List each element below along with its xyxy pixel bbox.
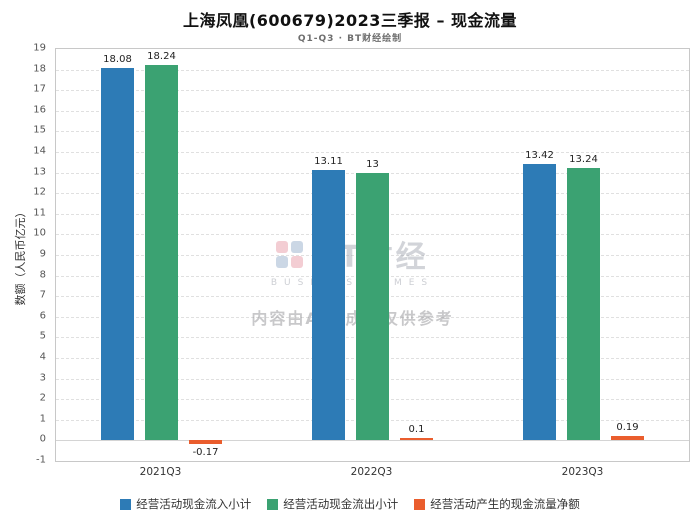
bt-logo-icon (276, 240, 304, 268)
x-tick-label: 2023Q3 (561, 466, 604, 478)
bar-2023Q3-经营活动现金流出小计 (567, 167, 600, 441)
chart-subtitle: Q1-Q3 · BT财经绘制 (297, 34, 403, 44)
chart-title: 上海凤凰(600679)2023三季报 – 现金流量 (182, 11, 518, 30)
bar-2021Q3-经营活动产生的现金流量净额 (189, 440, 222, 444)
y-tick-label: 8 (39, 269, 46, 281)
y-tick-label: 14 (33, 145, 46, 157)
gridline (56, 440, 689, 442)
y-tick-label: 10 (33, 227, 46, 239)
watermark-logo-subtext: BUSINESSTIMES (270, 278, 435, 288)
bar-value-label: 13.24 (569, 153, 598, 165)
x-tick-label: 2022Q3 (350, 466, 393, 478)
legend-item: 经营活动现金流入小计 (120, 496, 251, 512)
y-tick-label: 5 (39, 330, 46, 342)
legend-item: 经营活动产生的现金流量净额 (414, 496, 580, 512)
y-tick-label: 11 (33, 207, 46, 219)
gridline (56, 131, 689, 133)
bar-value-label: 13.11 (314, 156, 343, 168)
legend: 经营活动现金流入小计 经营活动现金流出小计 经营活动产生的现金流量净额 (0, 496, 700, 512)
y-tick-label: 7 (39, 289, 46, 301)
gridline (56, 152, 689, 153)
y-tick-label: 0 (39, 433, 46, 445)
y-tick-label: 9 (39, 248, 46, 260)
bar-value-label: 0.19 (616, 422, 639, 434)
y-tick-label: 6 (39, 310, 46, 322)
bar-value-label: 18.24 (147, 50, 176, 62)
bar-value-label: 13.42 (525, 149, 554, 161)
gridline (56, 90, 689, 92)
y-tick-label: 13 (33, 166, 46, 178)
legend-label: 经营活动产生的现金流量净额 (430, 497, 580, 511)
bar-2023Q3-经营活动产生的现金流量净额 (611, 436, 644, 441)
bar-2023Q3-经营活动现金流入小计 (523, 163, 556, 441)
bar-value-label: 18.08 (103, 53, 132, 65)
y-tick-label: 19 (33, 42, 46, 54)
y-tick-label: 2 (39, 392, 46, 404)
gridline (56, 69, 689, 71)
legend-swatch (120, 498, 132, 510)
watermark-disclaimer: 内容由AI生成，仅供参考 (251, 309, 454, 328)
y-tick-label: 16 (33, 104, 46, 116)
y-tick-label: 17 (33, 83, 46, 95)
bar-value-label: 0.1 (408, 424, 425, 436)
y-tick-label: 3 (39, 372, 46, 384)
y-tick-label: -1 (36, 454, 46, 466)
legend-label: 经营活动现金流入小计 (136, 497, 252, 511)
legend-swatch (414, 498, 426, 510)
bar-2022Q3-经营活动产生的现金流量净额 (400, 438, 433, 441)
bar-2021Q3-经营活动现金流入小计 (101, 67, 134, 441)
legend-item: 经营活动现金流出小计 (267, 496, 398, 512)
bar-2022Q3-经营活动现金流出小计 (356, 172, 389, 441)
bar-2021Q3-经营活动现金流出小计 (145, 64, 178, 441)
bar-value-label: -0.17 (192, 446, 219, 458)
x-tick-label: 2021Q3 (139, 466, 182, 478)
y-axis-tick-labels: -1 0 1 2 3 4 5 6 7 8 9 10 11 12 13 14 15 16 17 18 19 (0, 43, 50, 466)
y-tick-label: 15 (33, 124, 46, 136)
legend-label: 经营活动现金流出小计 (283, 497, 399, 511)
y-tick-label: 1 (39, 413, 46, 425)
y-tick-label: 18 (33, 63, 46, 75)
gridline (56, 110, 689, 112)
plot-area: BT财经 BUSINESSTIMES 内容由AI生成，仅供参考 18.0818.… (55, 48, 690, 462)
x-axis-tick-labels: 2021Q3 2022Q3 2023Q3 (55, 466, 690, 480)
y-tick-label: 12 (33, 186, 46, 198)
bar-2022Q3-经营活动现金流入小计 (312, 170, 345, 441)
legend-swatch (267, 498, 279, 510)
y-tick-label: 4 (39, 351, 46, 363)
bar-value-label: 13 (366, 158, 379, 170)
